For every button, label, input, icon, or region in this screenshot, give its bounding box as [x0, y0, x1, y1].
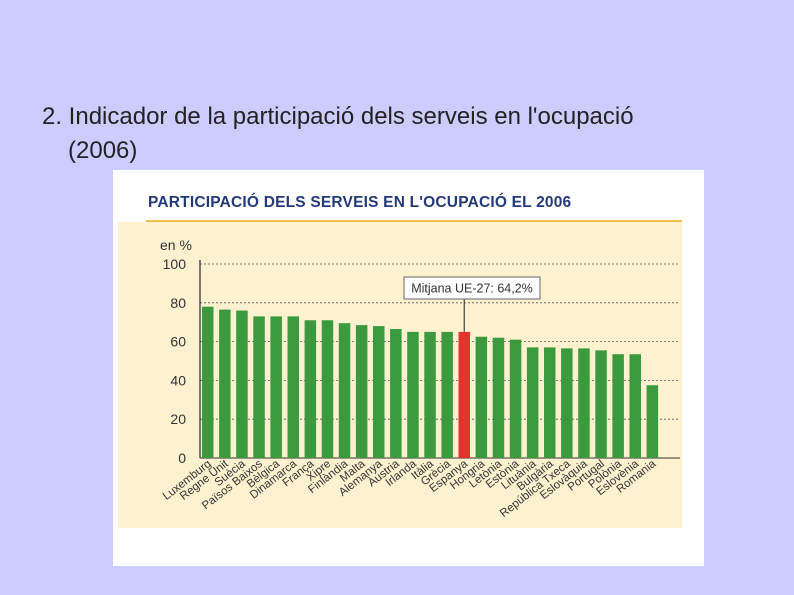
bar	[373, 326, 385, 458]
bar	[629, 354, 641, 458]
bar	[441, 331, 453, 458]
bar	[202, 306, 214, 458]
y-tick-label: 100	[163, 256, 187, 272]
y-tick-label: 80	[170, 295, 186, 311]
bar	[253, 316, 265, 458]
bar	[407, 331, 419, 458]
bar	[646, 385, 659, 458]
slide-title-line1: 2. Indicador de la participació dels ser…	[42, 103, 634, 130]
bar	[492, 337, 505, 458]
bar	[612, 354, 624, 458]
y-tick-label: 60	[170, 334, 186, 350]
bar	[219, 309, 231, 458]
bar	[526, 347, 539, 458]
unit-label: en %	[160, 237, 192, 253]
annotation-label: Mitjana UE-27: 64,2%	[411, 282, 533, 296]
bar	[424, 331, 436, 458]
bar	[561, 348, 573, 458]
bar	[390, 328, 402, 458]
bar	[475, 336, 488, 458]
chart-figure: PARTICIPACIÓ DELS SERVEIS EN L'OCUPACIÓ …	[113, 170, 704, 566]
chart-title: PARTICIPACIÓ DELS SERVEIS EN L'OCUPACIÓ …	[148, 194, 572, 211]
slide-title-line2: (2006)	[68, 137, 138, 164]
annotation-box	[403, 276, 541, 300]
bar	[355, 325, 368, 458]
bar	[509, 339, 522, 458]
bar	[338, 323, 351, 458]
y-tick-label: 40	[170, 372, 186, 388]
bar	[236, 310, 248, 458]
bar	[287, 316, 299, 458]
bar	[595, 350, 607, 458]
bar	[304, 320, 317, 458]
bar	[544, 347, 556, 458]
title-divider	[146, 220, 682, 222]
y-tick-label: 0	[178, 450, 186, 466]
bar	[270, 316, 282, 458]
bar	[458, 331, 470, 458]
slide-title: 2. Indicador de la participació dels ser…	[42, 100, 762, 168]
y-tick-label: 20	[170, 411, 186, 427]
bar	[578, 348, 590, 458]
bar	[321, 320, 334, 458]
